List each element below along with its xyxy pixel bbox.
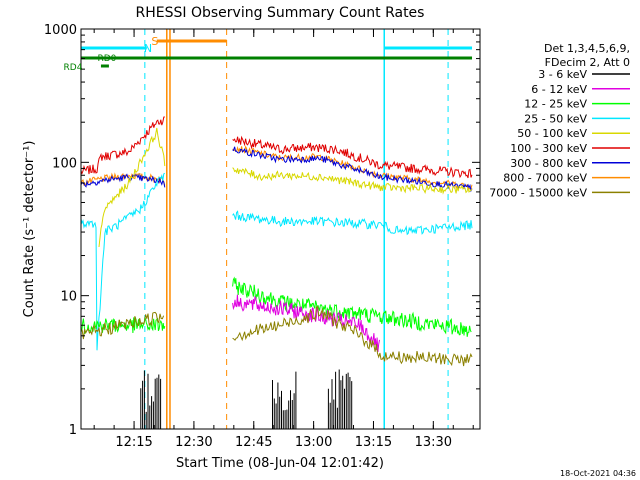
series-line-100-300kev	[81, 116, 473, 179]
flag-label-s: S	[151, 35, 158, 48]
x-tick-label: 13:15	[355, 435, 392, 450]
legend-entry-label: 800 - 7000 keV	[503, 172, 587, 185]
info-line-detectors: Det 1,3,4,5,6,9,	[544, 42, 630, 55]
series-line-7000-15000kev	[81, 306, 473, 367]
series-line-25-50kev	[81, 172, 473, 351]
flag-label-rd0: RD0	[97, 54, 116, 64]
legend-entry-label: 100 - 300 keV	[510, 142, 587, 155]
x-tick-label: 12:15	[115, 435, 152, 450]
series-line-6-12kev	[232, 294, 380, 353]
y-tick-label: 1	[69, 423, 77, 438]
legend-entry-label: 50 - 100 keV	[517, 127, 587, 140]
flag-label-rd4: RD4	[64, 63, 83, 73]
legend-entry-label: 3 - 6 keV	[538, 68, 587, 81]
series-line-300-800kev	[81, 146, 473, 193]
flag-label-n: N	[144, 42, 152, 55]
series-line-3-6kev	[140, 369, 353, 429]
plot-frame	[80, 28, 481, 430]
x-tick-label: 12:45	[235, 435, 272, 450]
x-tick-label: 12:30	[175, 435, 212, 450]
x-tick-label: 13:30	[415, 435, 452, 450]
x-axis-label: Start Time (08-Jun-04 12:01:42)	[176, 456, 384, 471]
legend-entry-label: 25 - 50 keV	[524, 112, 587, 125]
x-tick-label: 13:00	[295, 435, 332, 450]
series-line-50-100kev	[98, 127, 473, 248]
legend-entry-label: 12 - 25 keV	[524, 98, 587, 111]
info-line-decimation: FDecim 2, Att 0	[545, 56, 630, 69]
timestamp: 18-Oct-2021 04:36	[560, 469, 636, 478]
y-axis-label: Count Rate (s⁻¹ detector⁻¹)	[22, 141, 37, 318]
chart-title: RHESSI Observing Summary Count Rates	[136, 5, 425, 21]
legend-entry-label: 6 - 12 keV	[531, 83, 587, 96]
y-tick-label: 100	[52, 156, 77, 171]
legend-entry-label: 7000 - 15000 keV	[489, 186, 587, 199]
y-tick-label: 10	[60, 290, 77, 305]
legend-entry-label: 300 - 800 keV	[510, 157, 587, 170]
y-tick-label: 1000	[44, 23, 77, 38]
